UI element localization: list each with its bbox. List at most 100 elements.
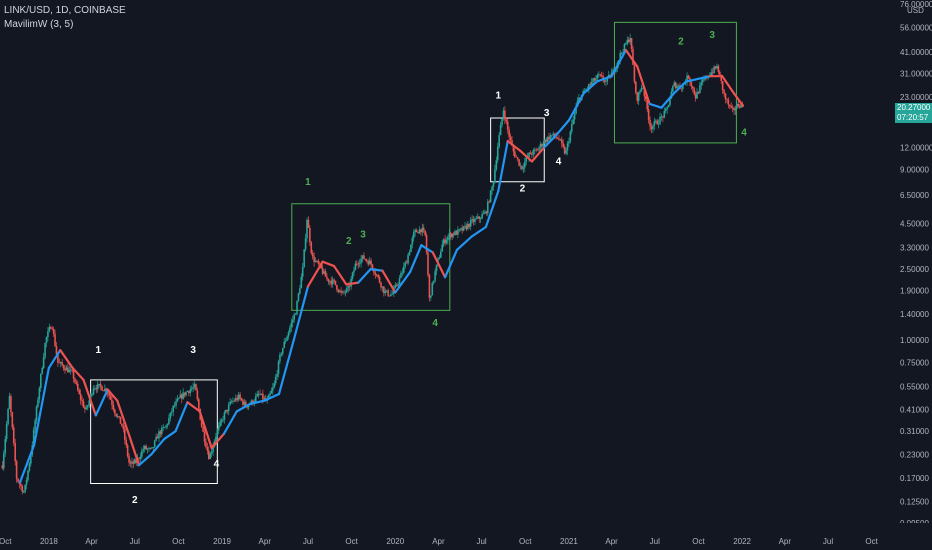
mavilimw-segment [198,410,213,449]
wave-label[interactable]: 4 [432,318,438,329]
candle [226,409,229,414]
candle [353,266,355,277]
time-tick-label: Apr [432,537,445,546]
candle [314,257,317,263]
candle [660,113,663,121]
candle [138,457,140,463]
candle [41,366,44,375]
green-range-box[interactable] [291,203,451,311]
wave-label[interactable]: 3 [360,230,366,241]
candle [471,215,473,224]
wave-label[interactable]: 3 [544,108,550,119]
candle [714,66,717,70]
candle [494,164,496,184]
time-tick-label: 2019 [213,537,231,546]
price-axis[interactable]: 76.00000 56.00000 41.00000 31.00000 23.00000… [893,0,932,550]
mavilimw-segment [685,77,700,83]
candle [464,221,466,230]
candle [61,359,63,367]
mavilimw-segment [518,149,534,163]
wave-label[interactable]: 4 [214,459,220,470]
candle [101,385,103,391]
candle [411,235,414,249]
candle [151,447,153,449]
candle [42,352,45,370]
candle [216,428,219,442]
candle [736,101,738,110]
candle [518,159,520,167]
candle [186,390,189,393]
wave-label[interactable]: 1 [495,91,501,102]
candle [37,396,39,409]
candle [637,91,640,106]
mavilimw-line [18,48,745,484]
candle [562,139,565,149]
candle [472,215,475,226]
wave-label[interactable]: 3 [190,345,196,356]
candle [504,106,506,124]
wave-label[interactable]: 2 [132,495,138,506]
candle [440,248,442,259]
candle [328,280,331,286]
candle [533,147,536,155]
candle [337,288,340,294]
candle [673,80,676,87]
time-axis[interactable]: Oct 2018 Apr Jul Oct 2019 Apr Jul Oct 2020 Apr Jul O… [0,523,932,550]
candle [193,380,196,390]
candle [573,111,576,124]
candle [118,415,120,419]
wave-label[interactable]: 2 [520,183,526,194]
candle [85,404,88,410]
candle [455,229,458,236]
candle [68,365,71,373]
candle [242,398,244,408]
wave-label[interactable]: 2 [678,37,684,48]
candle [454,229,456,236]
candle [699,81,701,94]
mavilimw-segment [636,65,651,105]
candle [333,278,335,284]
candle [202,426,204,432]
candle [156,433,159,439]
wave-label[interactable]: 2 [346,236,352,247]
candle [102,390,105,392]
candle [726,97,728,104]
candle [111,396,113,410]
candle [168,414,170,426]
candle [344,289,347,297]
wave-label[interactable]: 4 [741,127,747,138]
candle [8,392,11,410]
mavilimw-segment [106,388,119,402]
candle [304,233,307,252]
price-tick-label: 3.30000 [900,244,929,253]
green-range-box[interactable] [613,21,737,144]
wave-label[interactable]: 1 [95,345,101,356]
candle [4,435,7,458]
candle [340,287,342,296]
candle [478,215,481,223]
price-tick-label: 41.00000 [900,48,932,57]
candle [28,461,31,473]
white-range-box[interactable] [490,117,545,183]
wave-label[interactable]: 1 [305,177,311,188]
candle [331,276,334,288]
time-tick-label: Jul [303,537,313,546]
candle [146,447,149,454]
candle [558,135,560,141]
indicator-title[interactable]: MavilimW (3, 5) [4,19,74,30]
wave-label[interactable]: 3 [709,30,715,41]
current-price-badge: 20.27000 07:20:57 [895,103,932,123]
candle [240,397,243,402]
candle [499,121,502,136]
candle [734,105,737,116]
candle [91,392,93,397]
candle [78,388,81,395]
time-tick-label: Oct [865,537,878,546]
wave-label[interactable]: 4 [556,157,562,168]
candle [38,386,41,404]
candle [7,407,9,426]
candle [364,258,367,262]
candle [163,426,166,428]
candle [407,252,409,266]
